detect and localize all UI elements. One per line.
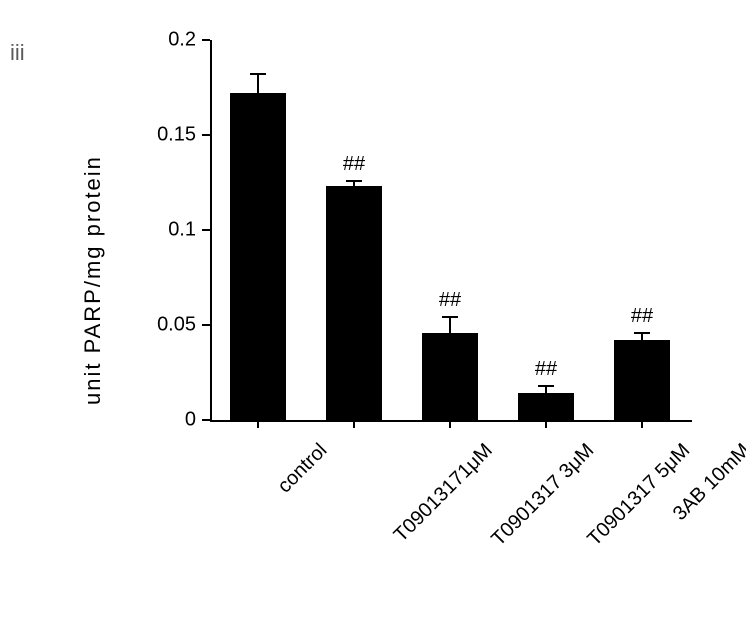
bar xyxy=(614,340,670,420)
y-tick xyxy=(202,39,210,41)
x-tick xyxy=(641,420,643,428)
y-tick-label: 0.1 xyxy=(132,219,196,242)
y-tick-label: 0.15 xyxy=(132,124,196,147)
x-tick xyxy=(257,420,259,428)
y-tick xyxy=(202,419,210,421)
significance-label: ## xyxy=(439,289,461,312)
error-cap xyxy=(538,385,554,387)
error-bar xyxy=(545,386,547,394)
y-axis-title: unit PARP/mg protein xyxy=(80,155,106,405)
error-bar xyxy=(449,317,451,332)
y-tick xyxy=(202,134,210,136)
bar xyxy=(326,186,382,420)
error-cap xyxy=(634,332,650,334)
bar-chart: unit PARP/mg protein 0 0.05 0.1 0.15 0.2 cont… xyxy=(0,0,746,626)
y-tick-label: 0.2 xyxy=(132,29,196,52)
error-bar xyxy=(641,333,643,341)
bar xyxy=(422,333,478,420)
y-tick-label: 0.05 xyxy=(132,314,196,337)
x-tick-label: T0901317 5μM xyxy=(583,439,695,551)
bar xyxy=(230,93,286,420)
x-tick xyxy=(545,420,547,428)
y-tick xyxy=(202,324,210,326)
error-bar xyxy=(257,74,259,93)
significance-label: ## xyxy=(631,305,653,328)
significance-label: ## xyxy=(343,153,365,176)
significance-label: ## xyxy=(535,358,557,381)
y-tick-label: 0 xyxy=(132,409,196,432)
error-cap xyxy=(250,73,266,75)
error-cap xyxy=(442,316,458,318)
x-tick-label: control xyxy=(273,439,332,498)
bar xyxy=(518,393,574,420)
x-tick xyxy=(353,420,355,428)
y-tick xyxy=(202,229,210,231)
x-tick-label: T09013171μM xyxy=(390,439,498,547)
x-tick xyxy=(449,420,451,428)
error-cap xyxy=(346,180,362,182)
